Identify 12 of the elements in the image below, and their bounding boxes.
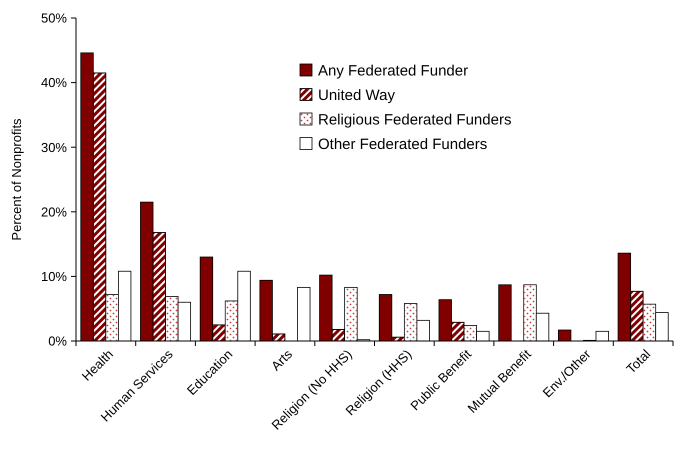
y-tick-label: 20% (40, 204, 68, 220)
legend-label: Religious Federated Funders (318, 111, 512, 128)
y-tick-label: 30% (40, 140, 68, 155)
y-axis-title: Percent of Nonprofits (9, 118, 24, 241)
legend-label: Any Federated Funder (318, 62, 468, 80)
legend-label: United Way (318, 86, 396, 104)
y-tick-label: 10% (40, 268, 68, 284)
x-tick-label: Arts (268, 346, 296, 374)
y-tick-label: 40% (40, 75, 68, 90)
y-tick-label: 50% (40, 10, 68, 26)
legend-label: Other Federated Funders (318, 136, 488, 153)
y-tick-label: 0% (48, 334, 68, 349)
